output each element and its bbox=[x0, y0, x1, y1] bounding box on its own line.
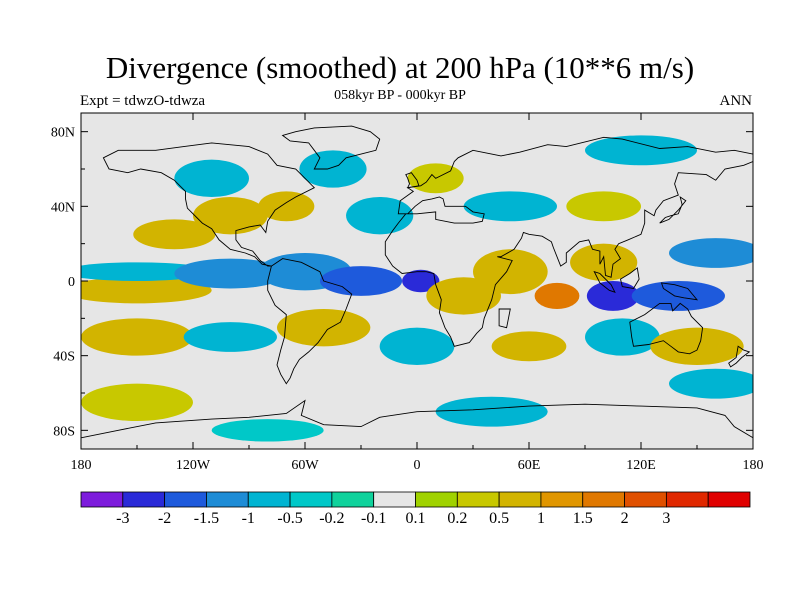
colorbar-swatch bbox=[456, 491, 500, 508]
field-anomaly-29 bbox=[650, 327, 744, 366]
plot-subtitle: 058kyr BP - 000kyr BP bbox=[334, 88, 466, 103]
longitude-axis: 180 120W 60W 0 60E 120E 180 bbox=[71, 113, 764, 473]
coastline-south-america bbox=[267, 258, 353, 385]
colorbar-label: -3 bbox=[116, 510, 129, 527]
field-anomaly-7 bbox=[473, 249, 548, 295]
colorbar-swatch bbox=[498, 491, 542, 508]
field-anomaly-10 bbox=[570, 243, 638, 281]
coastlines bbox=[81, 125, 753, 439]
field-anomaly-27 bbox=[491, 331, 567, 362]
colorbar-swatch bbox=[373, 491, 416, 508]
field-anomaly-17 bbox=[299, 150, 367, 188]
colorbar-label: -1 bbox=[242, 510, 255, 527]
lat-tick-label: 40S bbox=[53, 350, 75, 365]
colorbar-label: 0.1 bbox=[406, 510, 426, 527]
field-anomaly-25 bbox=[277, 309, 371, 347]
coastline-eurasia-africa bbox=[384, 136, 753, 347]
field-anomaly-26 bbox=[379, 327, 455, 366]
field-anomaly-33 bbox=[435, 396, 548, 427]
field-anomaly-21 bbox=[566, 191, 642, 222]
lon-tick-label: 120W bbox=[176, 458, 211, 473]
lat-tick-label: 0 bbox=[68, 275, 75, 290]
colorbar-label: -0.1 bbox=[361, 510, 386, 527]
lon-tick-label: 60E bbox=[518, 458, 541, 473]
coastline-australia bbox=[629, 302, 704, 355]
coastline-borneo bbox=[619, 267, 640, 289]
colorbar: -3 -2 -1.5 -1 -0.5 -0.2 -0.1 0.1 0.2 0.5 1 1.5 2 3 bbox=[80, 491, 751, 527]
colorbar-swatch bbox=[540, 491, 584, 508]
colorbar-label: -0.5 bbox=[277, 510, 302, 527]
plot-title: Divergence (smoothed) at 200 hPa (10**6 … bbox=[105, 50, 695, 85]
coastline-sumatra bbox=[593, 270, 616, 293]
field-anomaly-18 bbox=[346, 197, 414, 235]
field-anomaly-0 bbox=[81, 277, 212, 304]
lon-tick-label: 180 bbox=[71, 458, 92, 473]
colorbar-swatch bbox=[122, 491, 166, 508]
colorbar-swatch bbox=[289, 491, 333, 508]
field-anomaly-22 bbox=[585, 135, 697, 166]
field-anomaly-30 bbox=[669, 368, 753, 399]
lon-tick-label: 0 bbox=[414, 458, 421, 473]
colorbar-swatch bbox=[80, 491, 124, 508]
lon-tick-label: 180 bbox=[743, 458, 764, 473]
coastline-new-zealand bbox=[728, 345, 751, 368]
lat-tick-label: 80N bbox=[51, 126, 75, 141]
colorbar-label: 2 bbox=[621, 510, 629, 527]
lat-tick-label: 40N bbox=[51, 200, 75, 215]
field-anomaly-11 bbox=[631, 281, 725, 311]
field-anomaly-12 bbox=[669, 238, 753, 268]
colorbar-swatch bbox=[415, 491, 458, 508]
field-anomaly-32 bbox=[211, 419, 324, 442]
colorbar-label: 0.2 bbox=[447, 510, 467, 527]
lat-tick-label: 80S bbox=[53, 424, 75, 439]
colorbar-label: 1.5 bbox=[573, 510, 593, 527]
colorbar-swatch bbox=[665, 491, 709, 508]
lon-tick-label: 120E bbox=[626, 458, 656, 473]
colorbar-swatch bbox=[707, 491, 751, 508]
coastline-north-america bbox=[102, 142, 316, 267]
field-anomaly-15 bbox=[258, 191, 315, 222]
colorbar-label: 3 bbox=[662, 510, 670, 527]
colorbar-label: 0.5 bbox=[489, 510, 509, 527]
colorbar-swatch bbox=[582, 491, 625, 508]
experiment-label: Expt = tdwzO-tdwza bbox=[80, 93, 206, 109]
colorbar-swatch bbox=[331, 491, 375, 508]
coastline-antarctica bbox=[81, 399, 753, 439]
colorbar-swatch bbox=[164, 491, 207, 508]
field-anomaly-9 bbox=[586, 281, 640, 311]
field-anomaly-13 bbox=[133, 219, 216, 250]
colorbar-swatch bbox=[206, 491, 249, 508]
season-label: ANN bbox=[719, 93, 753, 109]
coastline-japan bbox=[659, 195, 687, 224]
field-anomaly-24 bbox=[183, 322, 277, 352]
colorbar-swatch bbox=[624, 491, 667, 508]
field-anomaly-16 bbox=[174, 159, 249, 197]
colorbar-label: -1.5 bbox=[194, 510, 219, 527]
coastline-greenland bbox=[281, 125, 381, 170]
divergence-field bbox=[81, 135, 753, 442]
field-anomaly-28 bbox=[585, 318, 660, 356]
field-anomaly-31 bbox=[81, 383, 193, 422]
latitude-axis: 80N 40N 0 40S 80S bbox=[51, 126, 753, 439]
colorbar-label: -0.2 bbox=[319, 510, 344, 527]
field-anomaly-6 bbox=[426, 277, 501, 315]
field-anomaly-4 bbox=[319, 266, 403, 296]
field-anomaly-20 bbox=[463, 191, 557, 222]
coastline-new-guinea bbox=[660, 282, 699, 301]
colorbar-label: -2 bbox=[158, 510, 171, 527]
field-anomaly-23 bbox=[81, 318, 193, 356]
field-anomaly-2 bbox=[174, 258, 287, 289]
colorbar-label: 1 bbox=[537, 510, 545, 527]
coastline-madagascar bbox=[498, 308, 511, 329]
coastline-uk bbox=[405, 172, 420, 189]
field-anomaly-5 bbox=[402, 269, 440, 293]
colorbar-swatch bbox=[247, 491, 291, 508]
lon-tick-label: 60W bbox=[291, 458, 319, 473]
field-anomaly-8 bbox=[534, 282, 580, 309]
field-anomaly-14 bbox=[193, 197, 268, 235]
